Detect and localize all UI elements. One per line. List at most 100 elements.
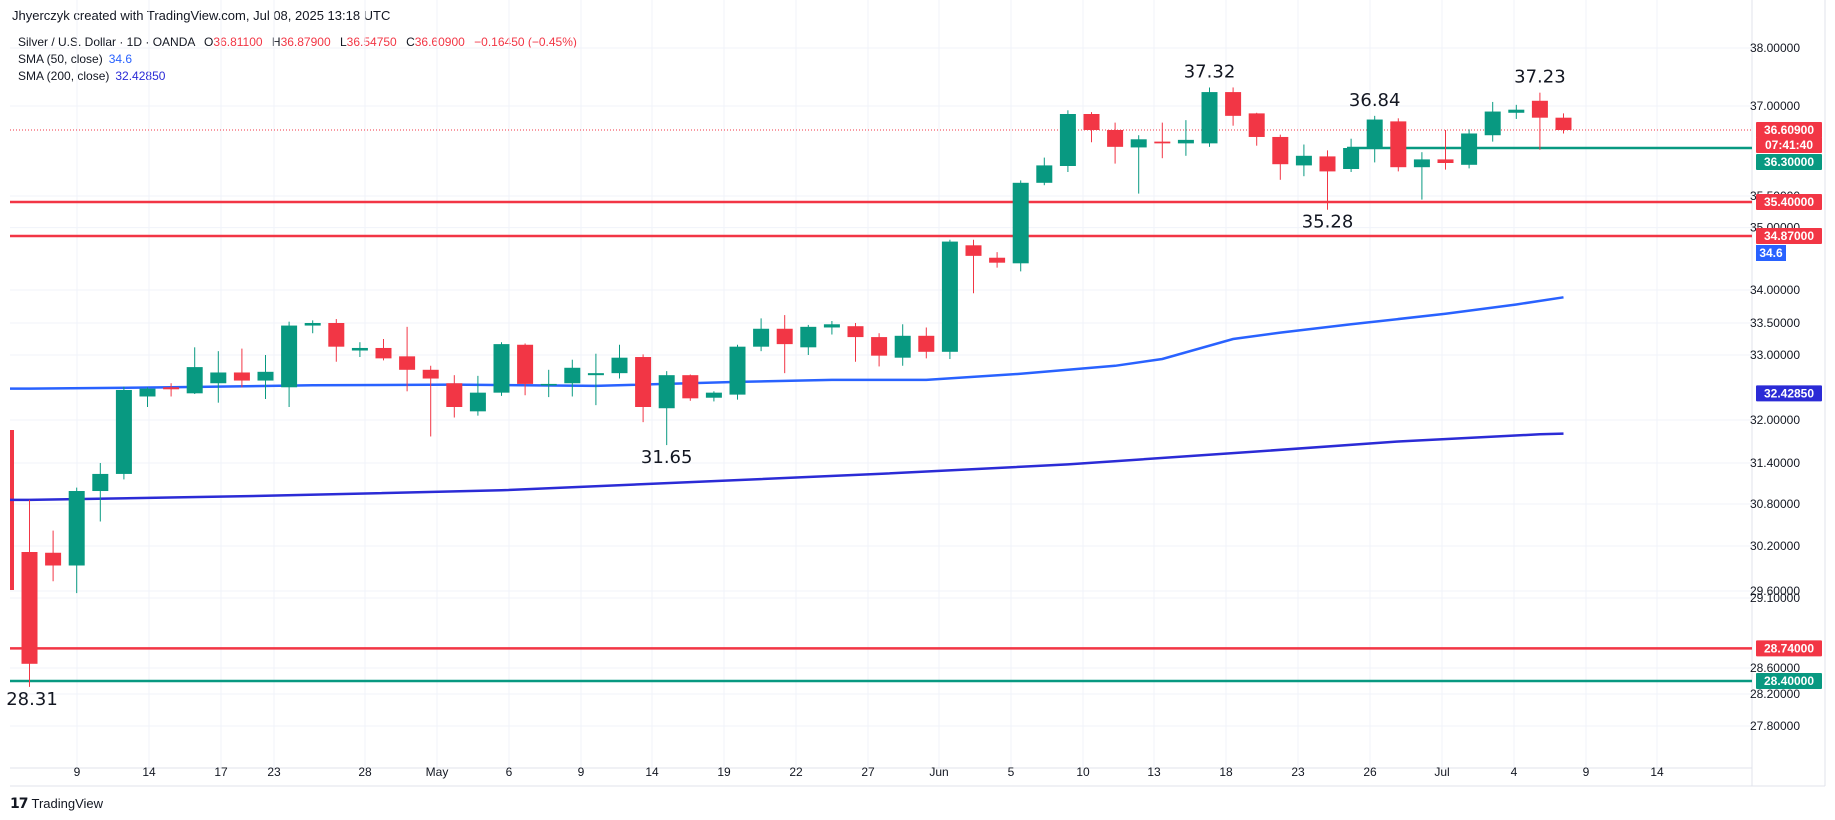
y-tick-label: 29.60000: [1750, 584, 1800, 598]
candle: [399, 326, 416, 392]
close-label: C: [406, 35, 415, 49]
price-annotation: 35.28: [1302, 212, 1354, 233]
candle-body: [918, 335, 935, 352]
candle-body: [847, 326, 864, 338]
ohlc-row[interactable]: Silver / U.S. Dollar · 1D · OANDA O36.81…: [18, 34, 577, 51]
y-tick-label: 28.20000: [1750, 687, 1800, 701]
countdown-tag-bg: [1756, 137, 1822, 153]
open-value: 36.81100: [213, 35, 263, 49]
candle-body: [776, 328, 793, 345]
y-tick-label: 28.60000: [1750, 661, 1800, 675]
candle-body: [1461, 133, 1478, 165]
y-tick-label: 34.00000: [1750, 283, 1800, 297]
candle: [658, 371, 675, 446]
candle: [1012, 180, 1029, 272]
candle-body: [257, 371, 274, 381]
candle: [705, 391, 722, 402]
candle: [281, 321, 298, 407]
high-value: 36.87900: [280, 35, 331, 49]
left-range-marker: [10, 430, 14, 590]
y-tick-label: 30.80000: [1750, 497, 1800, 511]
y-tick-label: 38.00000: [1750, 41, 1800, 55]
x-tick-label: 18: [1219, 765, 1233, 779]
sma50-price-tag-bg: [1756, 245, 1786, 261]
candle-body: [92, 473, 109, 492]
candle-body: [517, 344, 534, 384]
candle-body: [1484, 111, 1501, 136]
candle: [1343, 138, 1360, 172]
tradingview-footer[interactable]: 𝟭𝟳 TradingView: [10, 795, 103, 812]
x-tick-label: 4: [1511, 765, 1518, 779]
sma50-label: SMA (50, close): [18, 52, 103, 66]
level-price-tag: 34.87000: [1756, 228, 1822, 244]
candle: [1177, 120, 1194, 156]
countdown-tag: 07:41:40: [1756, 137, 1822, 153]
sma50-legend-row[interactable]: SMA (50, close) 34.6: [18, 51, 577, 68]
candle-body: [729, 346, 746, 395]
candle: [1319, 150, 1336, 210]
candle: [1130, 135, 1147, 194]
candle: [21, 499, 38, 687]
candle: [800, 324, 817, 355]
candle-body: [1390, 121, 1407, 168]
x-tick-label: 9: [74, 765, 81, 779]
candle: [871, 333, 888, 367]
candle: [729, 344, 746, 400]
candle-body: [493, 344, 510, 393]
x-tick-label: 9: [578, 765, 585, 779]
candle-body: [115, 389, 132, 474]
price-annotation: 28.31: [6, 689, 58, 710]
candle: [375, 339, 392, 361]
level-price-tag-bg: [1756, 194, 1822, 210]
candle-body: [705, 392, 722, 398]
candle-body: [1225, 92, 1242, 116]
candle-body: [1437, 159, 1454, 163]
candle: [1295, 144, 1312, 177]
x-tick-label: 6: [506, 765, 513, 779]
candle-body: [611, 357, 628, 374]
candle-body: [894, 335, 911, 358]
candle: [257, 355, 274, 399]
y-tick-label: 32.00000: [1750, 413, 1800, 427]
candle: [422, 365, 439, 437]
candle: [233, 348, 250, 388]
candle: [1413, 152, 1430, 200]
level-price-tag-text: 35.40000: [1764, 195, 1814, 209]
candle: [564, 359, 581, 397]
candle-body: [186, 367, 203, 394]
candle: [1059, 110, 1076, 172]
candle-body: [45, 552, 62, 566]
candle: [1508, 104, 1525, 119]
candle: [1083, 112, 1100, 143]
candle: [753, 318, 770, 352]
candle: [941, 239, 958, 360]
candle: [1555, 113, 1572, 134]
level-price-tag-bg: [1756, 640, 1822, 657]
candle: [92, 463, 109, 522]
symbol-title[interactable]: Silver / U.S. Dollar · 1D · OANDA: [18, 35, 195, 49]
close-value: 36.60900: [414, 35, 465, 49]
candle-body: [682, 375, 699, 399]
candle: [469, 375, 486, 416]
candle: [68, 487, 85, 594]
low-value: 36.54750: [346, 35, 397, 49]
x-tick-label: May: [426, 765, 449, 779]
x-tick-label: Jun: [929, 765, 948, 779]
resistance-price-tag-text: 36.30000: [1764, 155, 1814, 169]
candle: [1107, 122, 1124, 164]
candle: [328, 319, 345, 362]
candle: [1154, 122, 1171, 159]
sma200-price-tag: 32.42850: [1756, 385, 1822, 402]
y-tick-label: 29.10000: [1750, 591, 1800, 605]
candle-body: [800, 326, 817, 348]
candle: [351, 342, 368, 358]
candle: [493, 342, 510, 396]
candle: [1272, 134, 1289, 180]
candle: [635, 354, 652, 423]
sma200-legend-row[interactable]: SMA (200, close) 32.42850: [18, 68, 577, 85]
sma200-price-tag-text: 32.42850: [1764, 386, 1814, 400]
x-tick-label: 19: [717, 765, 731, 779]
candle: [894, 324, 911, 366]
x-tick-label: Jul: [1434, 765, 1449, 779]
